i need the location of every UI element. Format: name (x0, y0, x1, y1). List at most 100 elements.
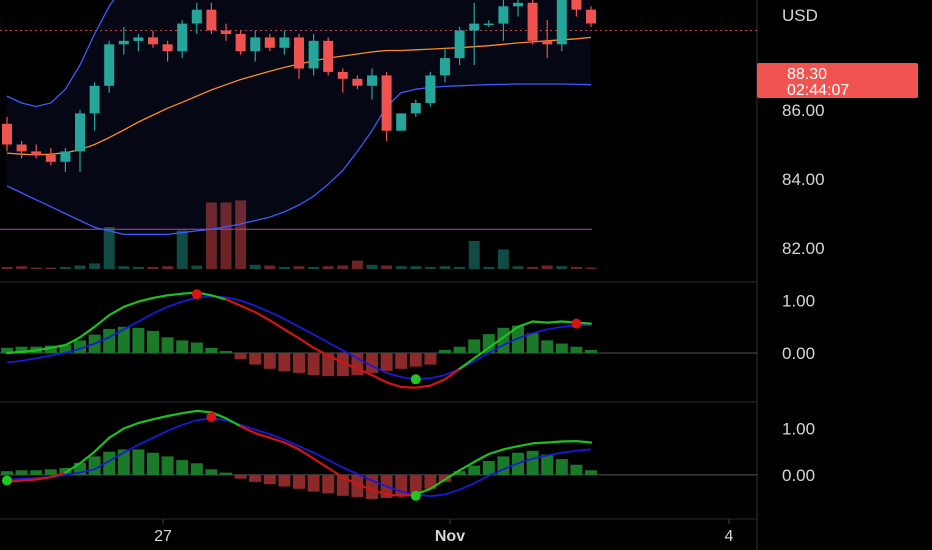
candle-body (206, 9, 217, 31)
macd-line-segment (414, 384, 432, 389)
volume-bar (366, 264, 378, 269)
signal-line-segment (152, 430, 168, 439)
candle-body (586, 9, 596, 24)
macd-line-segment (297, 337, 315, 349)
signal-line-segment (488, 344, 504, 354)
macd-pane-1[interactable] (0, 289, 757, 389)
volume-bar (556, 266, 568, 269)
histogram-bar (468, 465, 481, 475)
histogram-bar (541, 340, 554, 353)
macd-line-segment (93, 436, 111, 453)
signal-line-segment (430, 374, 446, 380)
macd-tick-label: 1.00 (782, 420, 815, 439)
signal-line-segment (327, 459, 344, 469)
price-tick-label: 84.00 (782, 170, 825, 189)
candle-body (396, 113, 407, 131)
macd-line-segment (20, 478, 38, 482)
signal-line-segment (254, 428, 271, 435)
histogram-bar (161, 456, 174, 475)
signal-line-segment (532, 328, 548, 334)
volume-bar (424, 266, 436, 269)
candle-body (469, 23, 480, 31)
macd-line-segment (210, 294, 228, 301)
histogram-bar (205, 469, 218, 475)
macd-line-segment (20, 349, 38, 353)
volume-bar (337, 265, 349, 269)
candle-body (148, 37, 158, 45)
histogram-bar (234, 353, 247, 360)
volume-bar (278, 266, 290, 269)
macd-line-segment (283, 328, 301, 340)
volume-bar (16, 266, 28, 269)
histogram-bar (220, 472, 232, 475)
candle-body (60, 151, 71, 162)
signal-line-segment (547, 325, 562, 331)
histogram-bar (234, 474, 247, 479)
macd-line-segment (254, 311, 271, 322)
main-price-pane[interactable] (0, 0, 757, 269)
macd-line-segment (487, 336, 505, 349)
bollinger-upper-line (6, 0, 431, 108)
candle-body (31, 151, 42, 155)
signal-line-segment (283, 318, 300, 328)
signal-line-segment (313, 451, 329, 461)
macd-line-segment (443, 367, 461, 381)
macd-line-segment (297, 448, 315, 460)
macd-line-segment (356, 367, 374, 377)
signal-line-segment (269, 311, 285, 320)
histogram-bar (278, 474, 291, 487)
macd-line-segment (473, 346, 490, 360)
signal-line-segment (123, 320, 139, 331)
volume-bar (439, 266, 451, 269)
volume-bar (293, 266, 305, 269)
macd-pane-2[interactable] (0, 409, 757, 501)
candle-body (221, 30, 231, 34)
histogram-bar (322, 474, 335, 494)
histogram-bar (468, 339, 481, 353)
price-axis[interactable]: USD 86.00 84.00 82.00 1.00 0.00 1.00 0.00 (782, 6, 825, 485)
candle-body (410, 103, 421, 114)
macd-line-segment (239, 425, 257, 435)
candle-body (337, 71, 348, 79)
candle-body (16, 144, 27, 152)
signal-line-segment (79, 468, 95, 474)
signal-line-segment (181, 419, 198, 426)
histogram-bar (1, 347, 13, 354)
candle-body (483, 23, 494, 26)
histogram-bar (30, 470, 43, 475)
volume-bar (395, 266, 407, 269)
macd-line-segment (64, 336, 82, 347)
macd-line-segment (35, 346, 52, 352)
histogram-bar (132, 327, 145, 353)
candle-body (2, 123, 12, 145)
volume-bar (410, 266, 422, 269)
signal-line-segment (561, 449, 577, 454)
signal-line-segment (254, 304, 271, 313)
histogram-bar (409, 474, 422, 494)
candle-body (381, 75, 392, 131)
histogram-bar (44, 469, 57, 475)
volume-bar (308, 266, 320, 269)
histogram-bar (585, 349, 597, 353)
cross-marker (410, 490, 421, 501)
macd-line-segment (151, 294, 169, 299)
volume-bar (468, 241, 480, 269)
volume-bar (1, 266, 13, 269)
signal-line-segment (152, 305, 168, 315)
price-badge: 88.30 02:44:07 (757, 63, 918, 99)
histogram-bar (147, 330, 159, 353)
time-axis[interactable]: 27 Nov 4 (154, 519, 734, 545)
signal-line-segment (517, 457, 533, 465)
volume-bar (74, 265, 86, 269)
volume-bar (132, 266, 144, 269)
volume-bar (497, 249, 509, 269)
candle-body (571, 0, 582, 10)
signal-line-segment (386, 372, 402, 378)
signal-line-segment (50, 352, 66, 357)
macd-line-segment (341, 361, 359, 370)
candle-countdown-label: 02:44:07 (787, 82, 849, 99)
signal-line-segment (65, 471, 81, 476)
histogram-bar (117, 449, 130, 475)
